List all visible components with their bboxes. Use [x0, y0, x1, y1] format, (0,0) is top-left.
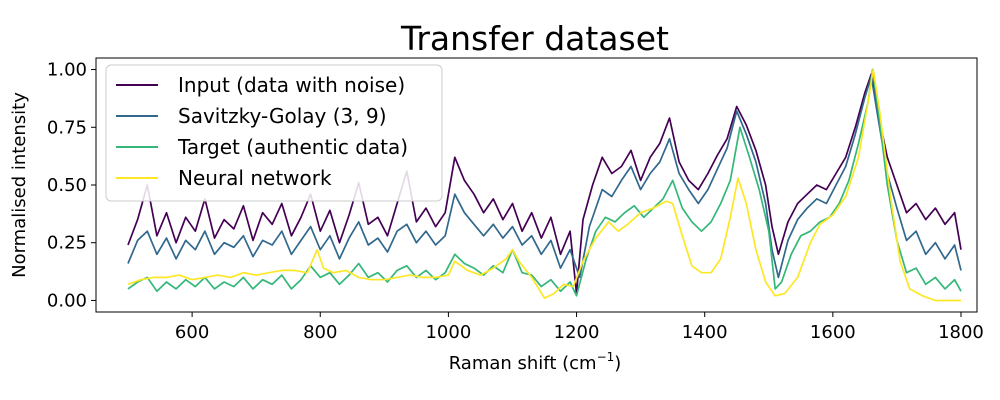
x-tick-label: 1600	[810, 322, 856, 343]
series-line-input-data-with-noise	[127, 73, 962, 295]
plot-lines	[127, 68, 962, 302]
y-tick-label: 0.00	[47, 290, 87, 311]
y-tick-label: 1.00	[47, 60, 87, 81]
x-tick-label: 800	[303, 322, 337, 343]
x-axis-ticks: 600 800 1000 1200 1400 1600 1800	[175, 312, 984, 343]
legend-label-savitzky-golay-3-9: Savitzky-Golay (3, 9)	[178, 104, 387, 128]
x-tick-label: 1800	[938, 322, 984, 343]
x-axis-title: Raman shift (cm−1)	[449, 350, 622, 374]
series-line-savitzky-golay-3-9	[127, 75, 962, 279]
series-line-target-authentic-data	[127, 68, 962, 297]
legend-box	[105, 64, 443, 202]
y-axis-ticks: 0.00 0.25 0.50 0.75 1.00	[47, 60, 96, 311]
legend-label-target-authentic-data: Target (authentic data)	[177, 135, 408, 159]
series-line-neural-network	[127, 68, 961, 302]
legend-label-neural-network: Neural network	[178, 166, 332, 190]
x-tick-label: 1000	[425, 322, 471, 343]
x-axis-title-main: Raman shift (cm	[449, 353, 597, 374]
x-axis-title-tail: )	[614, 353, 621, 374]
legend: Input (data with noise) Savitzky-Golay (3…	[105, 64, 443, 202]
y-axis-title: Normalised intensity	[9, 92, 30, 278]
legend-label-input-data-with-noise: Input (data with noise)	[178, 73, 405, 97]
chart-title: Transfer dataset	[400, 19, 669, 58]
y-tick-label: 0.50	[47, 175, 87, 196]
x-tick-label: 600	[175, 322, 209, 343]
y-tick-label: 0.75	[47, 117, 87, 138]
x-axis-title-superscript: −1	[597, 350, 615, 364]
y-tick-label: 0.25	[47, 233, 87, 254]
x-tick-label: 1200	[554, 322, 600, 343]
x-tick-label: 1400	[682, 322, 728, 343]
